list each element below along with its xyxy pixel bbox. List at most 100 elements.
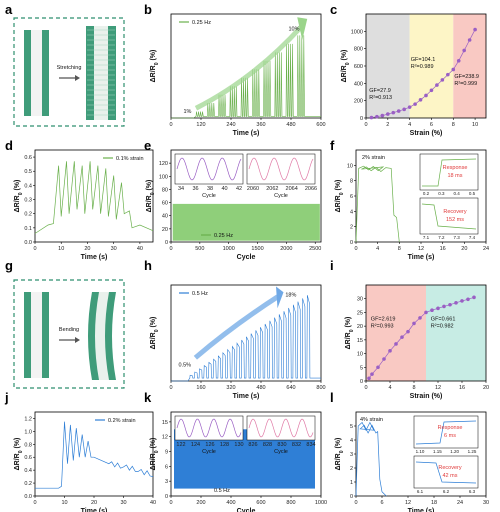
x-tick-label: 12 [435,385,441,391]
chart-b: 0 120 240 360 480 600 Time (s) ΔR/R0 (%) 1% 10% 0.… [150,13,326,137]
y-tick-label: 8 [350,179,353,185]
x-tick-label: 0 [169,385,172,391]
x-tick-label: 40 [137,246,143,252]
x-tick-label: 24 [483,246,489,252]
inset-value-1: 152 ms [446,217,464,223]
data-band-e [172,203,320,241]
plot-frame [34,149,154,243]
y-tick-label: 10 [357,352,363,358]
x-axis-label: Time (s) [408,254,435,261]
strip-before-center [31,292,42,378]
y-tick-label: 12 [162,435,168,441]
y-tick-label: 0 [360,379,363,385]
legend-label: 0.25 Hz [192,20,211,26]
region-1 [409,14,454,118]
x-tick-label: 1000 [315,500,327,506]
y-tick-label: 0 [165,494,168,500]
x-tick-label: 0 [364,122,367,128]
x-tick-label: 20 [483,385,489,391]
annotation-end: 18% [285,293,296,299]
inset-tick: 0.4 [454,191,461,196]
y-tick-label: 15 [162,420,168,426]
legend-label: 0.1% strain [116,156,144,162]
region-gf-0: GF=27.9 [369,88,391,94]
y-tick-label: 80 [162,187,168,193]
legend-label: 0.5 Hz [192,291,208,297]
x-tick-label: 0 [33,500,36,506]
inset-cycle-label: Cycle [202,449,216,455]
x-tick-label: 200 [196,500,205,506]
y-tick-label: 20 [357,324,363,330]
data-point [424,93,428,98]
data-line-d [34,161,154,234]
y-tick-label: 3 [350,452,353,458]
x-tick-label: 6 [380,500,383,506]
region-0 [366,14,410,118]
y-tick-label: 0.6 [24,455,32,461]
y-axis-label: ΔR/R0 (%) [150,438,160,471]
data-point [391,110,396,115]
y-tick-label: 40 [162,214,168,220]
panel-label-f: f [330,138,335,153]
x-tick-label: 480 [286,122,295,128]
region-gf-2: GF=238.9 [454,74,479,80]
inset-tick: 122 [176,442,185,448]
y-tick-label: 0 [360,116,363,122]
data-line-h [171,295,321,382]
x-tick-label: 2 [386,122,389,128]
annotation-start: 0.5% [179,362,192,368]
x-axis-label: Time (s) [408,508,435,512]
inset-wave-1 [248,157,314,181]
data-point [462,48,466,53]
region-2 [453,14,486,118]
y-tick-label: 20 [162,227,168,233]
plot-frame [34,411,154,497]
y-tick-label: 4 [350,438,353,444]
x-tick-label: 10 [472,122,478,128]
y-tick-label: 30 [357,297,363,303]
strip-bent-center [95,292,109,380]
panel-label-j: j [4,390,9,405]
x-tick-label: 0 [169,246,172,252]
y-tick-label: 0 [350,240,353,246]
y-tick-label: 25 [357,310,363,316]
data-point [386,112,390,116]
y-axis-label: ΔR/R0 (%) [150,317,160,350]
x-tick-label: 12 [418,246,424,252]
inset-cycle-label: Cycle [202,193,216,199]
x-tick-label: 800 [316,385,325,391]
inset-tick: 40 [221,186,227,192]
y-axis-label: ΔR/R0 (%) [345,317,355,350]
inset-tick: 36 [192,186,198,192]
y-tick-label: 5 [350,424,353,430]
data-line-b [171,35,321,119]
y-tick-label: 1.2 [24,416,32,422]
data-point [400,335,404,339]
inset-cycle-label: Cycle [274,193,288,199]
inset-tick: 128 [220,442,229,448]
y-axis-label: ΔR/R0 (%) [14,438,24,471]
x-axis-label: Cycle [237,508,256,512]
x-axis-label: Time (s) [81,508,108,512]
x-tick-label: 4 [388,385,391,391]
arrow-head [75,75,80,81]
data-point [460,299,464,303]
inset-tick: 6.3 [469,489,476,494]
plot-frame [365,13,487,119]
data-line-f [355,165,400,243]
x-tick-label: 20 [84,246,90,252]
y-tick-label: 4 [350,209,353,215]
inset-tick: 126 [205,442,214,448]
inset-tick: 130 [234,442,243,448]
inset-tick: 2064 [286,186,298,192]
region-0 [366,285,426,381]
panel-label-c: c [330,2,337,17]
inset-tick: 2066 [305,186,317,192]
plot-frame [170,149,322,243]
region-r2-0: R²=0.993 [371,324,394,330]
x-tick-label: 0 [169,122,172,128]
inset-tick: 6.1 [417,489,424,494]
x-tick-label: 24 [457,500,463,506]
y-tick-label: 800 [354,47,363,53]
data-point [436,306,440,311]
